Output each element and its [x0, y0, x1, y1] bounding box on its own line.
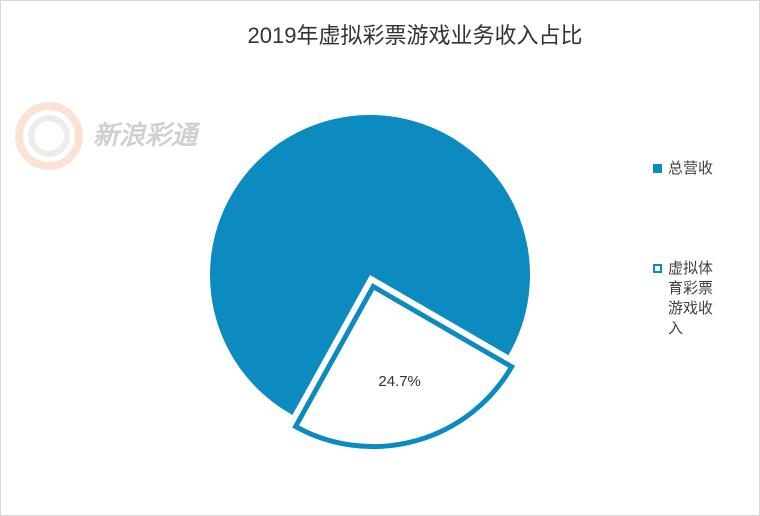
data-label: 24.7%: [378, 373, 421, 390]
legend-label: 总营收: [668, 160, 714, 177]
legend-swatch: [653, 264, 662, 273]
legend-label: 虚拟体育彩票游戏收入: [668, 260, 714, 337]
watermark-logo: [15, 102, 83, 170]
legend-swatch: [653, 164, 662, 173]
pie-slice: [209, 115, 530, 415]
legend-item: 虚拟体育彩票游戏收入: [653, 259, 720, 339]
chart-title: 2019年虚拟彩票游戏业务收入占比: [248, 23, 583, 48]
legend-item: 总营收: [653, 159, 720, 179]
watermark: 新浪彩通: [93, 120, 201, 150]
pie-slice: [292, 283, 516, 450]
